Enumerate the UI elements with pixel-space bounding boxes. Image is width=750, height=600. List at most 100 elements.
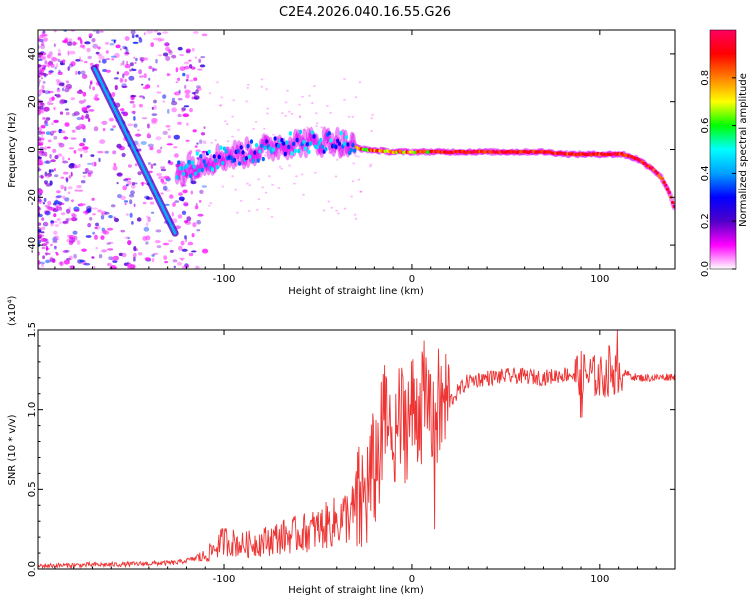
trace-blob <box>261 156 265 162</box>
noise-speck <box>347 115 351 118</box>
noise-speck <box>160 178 165 183</box>
noise-speck <box>172 259 178 263</box>
noise-speck <box>84 115 89 120</box>
noise-speck <box>164 260 169 264</box>
noise-speck <box>127 240 132 246</box>
noise-speck <box>131 67 134 71</box>
noise-speck <box>44 146 47 151</box>
noise-speck <box>73 150 76 154</box>
noise-speck <box>193 77 198 81</box>
noise-speck <box>160 146 163 150</box>
noise-speck <box>177 98 183 101</box>
noise-speck <box>167 49 172 53</box>
noise-speck <box>62 156 65 161</box>
noise-speck <box>151 113 158 116</box>
noise-speck <box>116 181 119 185</box>
noise-speck <box>135 248 138 251</box>
noise-speck <box>113 39 116 44</box>
noise-speck <box>82 175 86 178</box>
noise-speck <box>133 256 136 262</box>
noise-speck <box>47 139 52 143</box>
noise-speck <box>335 158 339 161</box>
noise-speck <box>175 81 179 84</box>
noise-speck <box>86 162 93 165</box>
noise-speck <box>38 239 42 244</box>
snr-ticks: -100 0 100 0.0 0.5 1.0 1.5 <box>27 322 676 585</box>
noise-speck <box>293 182 296 185</box>
noise-speck <box>156 84 160 88</box>
noise-speck <box>149 146 154 151</box>
noise-speck <box>148 65 153 70</box>
noise-speck <box>185 237 188 243</box>
noise-speck <box>47 200 52 206</box>
noise-speck <box>122 111 129 117</box>
noise-speck <box>98 55 105 60</box>
noise-speck <box>108 215 113 219</box>
noise-speck <box>148 77 151 81</box>
noise-speck <box>42 237 48 242</box>
noise-speck <box>135 133 142 137</box>
noise-speck <box>39 201 42 205</box>
trace-blob <box>260 143 264 148</box>
noise-speck <box>42 67 46 70</box>
trace-halo <box>254 144 260 159</box>
noise-speck <box>68 175 72 179</box>
noise-speck <box>209 158 212 161</box>
trace-blob <box>207 149 211 154</box>
noise-speck <box>39 105 44 110</box>
noise-speck <box>49 180 53 186</box>
noise-speck <box>208 92 212 95</box>
noise-speck <box>194 145 198 148</box>
noise-speck <box>115 44 121 49</box>
colorbar-tick-label: 0.8 <box>700 70 711 86</box>
noise-speck <box>265 88 269 91</box>
noise-speck <box>64 87 70 93</box>
noise-speck <box>183 105 190 108</box>
noise-speck <box>87 55 92 60</box>
noise-speck <box>306 126 309 129</box>
noise-speck <box>147 143 154 148</box>
trace-blob <box>655 171 659 175</box>
noise-speck <box>50 159 56 163</box>
noise-speck <box>41 31 45 36</box>
noise-speck <box>57 58 61 63</box>
noise-speck <box>110 204 116 208</box>
trace-blob <box>273 136 277 141</box>
noise-speck <box>105 50 109 54</box>
noise-speck <box>122 60 125 66</box>
noise-speck <box>43 180 49 184</box>
noise-speck <box>315 122 319 125</box>
trace-blob <box>204 163 208 168</box>
noise-speck <box>151 257 155 263</box>
noise-speck <box>167 160 171 164</box>
noise-speck <box>40 237 46 242</box>
noise-speck <box>298 116 302 119</box>
noise-speck <box>311 102 314 104</box>
noise-speck <box>179 257 185 260</box>
noise-speck <box>153 163 157 166</box>
noise-speck <box>71 129 76 133</box>
noise-speck <box>50 243 53 247</box>
noise-speck <box>114 84 118 91</box>
noise-speck <box>45 238 49 244</box>
noise-speck <box>101 120 108 125</box>
noise-speck <box>301 95 304 98</box>
noise-speck <box>77 147 84 152</box>
diagonal-core <box>93 66 177 235</box>
noise-speck <box>168 50 173 55</box>
noise-speck <box>179 53 184 57</box>
noise-speck <box>53 135 58 140</box>
trace-blob <box>671 200 675 205</box>
noise-speck <box>57 71 63 76</box>
noise-speck <box>80 153 83 158</box>
noise-speck <box>102 229 107 234</box>
noise-speck <box>189 64 193 69</box>
noise-speck <box>156 91 162 94</box>
noise-speck <box>97 209 103 213</box>
noise-speck <box>52 236 58 242</box>
noise-speck <box>174 153 179 158</box>
noise-speck <box>167 108 170 114</box>
trace-blob <box>351 143 355 148</box>
noise-speck <box>137 171 142 176</box>
noise-speck <box>171 107 177 113</box>
